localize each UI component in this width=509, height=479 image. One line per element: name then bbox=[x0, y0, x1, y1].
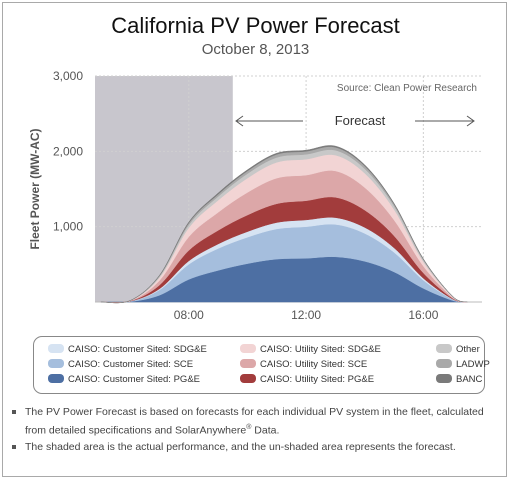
legend-swatch bbox=[240, 359, 256, 368]
legend-item: CAISO: Customer Sited: SCE bbox=[48, 359, 193, 371]
legend-swatch bbox=[436, 359, 452, 368]
legend-item: Other bbox=[436, 344, 480, 356]
x-tick-labels: 08:00 12:00 16:00 bbox=[174, 308, 439, 322]
area-chart: 3,000 2,000 1,000 08:00 12:00 16:00 Source: … bbox=[28, 69, 482, 322]
legend-swatch bbox=[240, 344, 256, 353]
note-sup: ® bbox=[246, 424, 252, 431]
y-tick-labels: 3,000 2,000 1,000 bbox=[53, 69, 83, 234]
forecast-arrow bbox=[235, 115, 475, 127]
legend-label: CAISO: Utility Sited: PG&E bbox=[260, 374, 375, 385]
legend-item: LADWP bbox=[436, 359, 490, 371]
legend-swatch bbox=[48, 359, 64, 368]
legend-label: CAISO: Customer Sited: SDG&E bbox=[68, 344, 207, 355]
note-text: The PV Power Forecast is based on foreca… bbox=[25, 406, 484, 437]
chart-title: California PV Power Forecast bbox=[111, 13, 400, 38]
legend-label: CAISO: Utility Sited: SCE bbox=[260, 359, 368, 370]
note-shaded-area: The shaded area is the actual performanc… bbox=[12, 440, 485, 455]
x-tick-label: 08:00 bbox=[174, 308, 204, 322]
legend: CAISO: Customer Sited: SDG&E CAISO: Custo… bbox=[33, 336, 490, 394]
legend-label: LADWP bbox=[456, 359, 490, 370]
note-tail: Data. bbox=[251, 424, 280, 437]
note-text: The shaded area is the actual performanc… bbox=[25, 441, 456, 453]
legend-label: BANC bbox=[456, 374, 483, 385]
legend-swatch bbox=[48, 344, 64, 353]
y-tick-label: 2,000 bbox=[53, 144, 83, 158]
chart-subtitle: October 8, 2013 bbox=[201, 41, 310, 58]
bullet-icon bbox=[12, 410, 16, 414]
legend-item: CAISO: Customer Sited: SDG&E bbox=[48, 344, 207, 356]
legend-swatch bbox=[240, 374, 256, 383]
source-label: Source: Clean Power Research bbox=[337, 83, 477, 94]
legend-swatch bbox=[48, 374, 64, 383]
stacked-areas bbox=[100, 145, 468, 304]
bullet-icon bbox=[12, 445, 16, 449]
y-tick-label: 1,000 bbox=[53, 220, 83, 234]
legend-label: Other bbox=[456, 344, 480, 355]
legend-label: CAISO: Utility Sited: SDG&E bbox=[260, 344, 381, 355]
legend-swatch bbox=[436, 344, 452, 353]
legend-item: CAISO: Utility Sited: PG&E bbox=[240, 374, 374, 386]
legend-label: CAISO: Customer Sited: PG&E bbox=[68, 374, 200, 385]
area-banc bbox=[100, 145, 468, 304]
forecast-label: Forecast bbox=[335, 113, 386, 128]
note-forecast-basis: The PV Power Forecast is based on foreca… bbox=[12, 405, 485, 439]
y-axis-label: Fleet Power (MW-AC) bbox=[28, 128, 42, 249]
legend-item: BANC bbox=[436, 374, 482, 386]
legend-item: CAISO: Utility Sited: SCE bbox=[240, 359, 367, 371]
y-tick-label: 3,000 bbox=[53, 69, 83, 83]
legend-swatch bbox=[436, 374, 452, 383]
legend-label: CAISO: Customer Sited: SCE bbox=[68, 359, 194, 370]
x-tick-label: 12:00 bbox=[291, 308, 321, 322]
legend-item: CAISO: Utility Sited: SDG&E bbox=[240, 344, 381, 356]
x-tick-label: 16:00 bbox=[408, 308, 438, 322]
legend-item: CAISO: Customer Sited: PG&E bbox=[48, 374, 200, 386]
